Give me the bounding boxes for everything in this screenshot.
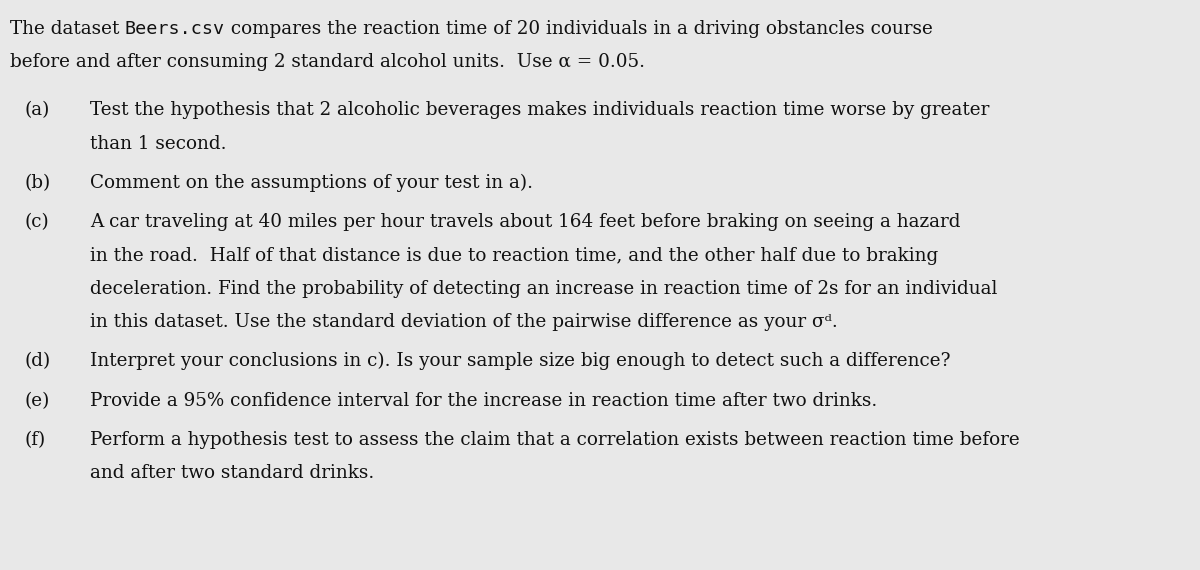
Text: Perform a hypothesis test to assess the claim that a correlation exists between : Perform a hypothesis test to assess the … [90,431,1020,449]
Text: (a): (a) [24,101,49,120]
Text: (f): (f) [24,431,46,449]
Text: in the road.  Half of that distance is due to reaction time, and the other half : in the road. Half of that distance is du… [90,247,938,264]
Text: (d): (d) [24,352,50,370]
Text: Test the hypothesis that 2 alcoholic beverages makes individuals reaction time w: Test the hypothesis that 2 alcoholic bev… [90,101,989,120]
Text: (c): (c) [24,214,49,231]
Text: A car traveling at 40 miles per hour travels about 164 feet before braking on se: A car traveling at 40 miles per hour tra… [90,214,960,231]
Text: in this dataset. Use the standard deviation of the pairwise difference as your σ: in this dataset. Use the standard deviat… [90,313,838,331]
Text: (e): (e) [24,392,49,410]
Text: Comment on the assumptions of your test in a).: Comment on the assumptions of your test … [90,174,533,192]
Text: than 1 second.: than 1 second. [90,135,227,153]
Text: before and after consuming 2 standard alcohol units.  Use α = 0.05.: before and after consuming 2 standard al… [10,53,644,71]
Text: Provide a 95% confidence interval for the increase in reaction time after two dr: Provide a 95% confidence interval for th… [90,392,877,410]
Text: and after two standard drinks.: and after two standard drinks. [90,464,374,482]
Text: Beers.csv: Beers.csv [125,20,224,38]
Text: compares the reaction time of 20 individuals in a driving obstancles course: compares the reaction time of 20 individ… [224,20,932,38]
Text: Interpret your conclusions in c). Is your sample size big enough to detect such : Interpret your conclusions in c). Is you… [90,352,950,370]
Text: (b): (b) [24,174,50,192]
Text: The dataset: The dataset [10,20,125,38]
Text: deceleration. Find the probability of detecting an increase in reaction time of : deceleration. Find the probability of de… [90,280,997,298]
